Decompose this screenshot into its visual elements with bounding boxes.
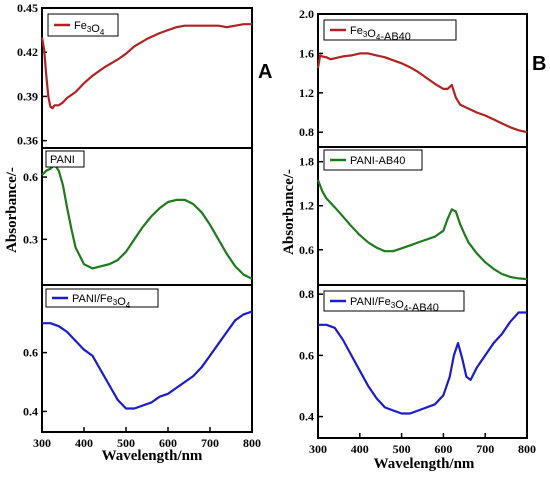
legend: PANI-AB40 bbox=[323, 149, 423, 171]
y-tick-label: 0.4 bbox=[23, 404, 38, 418]
x-axis-label-a: Wavelength/nm bbox=[102, 448, 203, 464]
y-tick-label: 1.6 bbox=[299, 46, 314, 60]
x-tick-label: 300 bbox=[309, 442, 327, 456]
legend-label: PANI/Fe3O4 bbox=[72, 293, 131, 310]
legend-box bbox=[47, 13, 119, 37]
y-tick-label: 0.42 bbox=[17, 45, 38, 59]
x-tick-label: 800 bbox=[243, 436, 261, 450]
legend: PANI/Fe3O4-AB40 bbox=[323, 290, 465, 314]
series-line bbox=[316, 179, 528, 281]
y-tick-label: 0.39 bbox=[17, 89, 38, 103]
y-tick-label: 0.45 bbox=[17, 1, 38, 15]
legend-label: PANI bbox=[50, 154, 75, 166]
y-axis-label-a: Absorbance/- bbox=[4, 167, 20, 253]
y-tick-label: 1.2 bbox=[299, 86, 314, 100]
legend-label: PANI-AB40 bbox=[350, 155, 405, 167]
x-tick-label: 700 bbox=[476, 442, 494, 456]
y-tick-label: 2.0 bbox=[299, 7, 314, 21]
series-line bbox=[318, 311, 527, 415]
legend: Fe3O4-AB40 bbox=[323, 19, 457, 43]
plot-frame bbox=[317, 284, 528, 439]
legend: Fe3O4 bbox=[47, 13, 119, 37]
subplot-b-3: 0.4 0.6 0.8 300 400 500 600 700 800 PANI/Fe3O4-AB… bbox=[299, 284, 536, 456]
x-tick-label: 600 bbox=[434, 442, 452, 456]
plot-frame bbox=[41, 147, 253, 286]
x-tick-label: 300 bbox=[33, 436, 51, 450]
x-axis-label-b: Wavelength/nm bbox=[374, 456, 475, 472]
legend-label: Fe3O4 bbox=[74, 20, 105, 37]
legend-label: PANI/Fe3O4-AB40 bbox=[350, 296, 439, 314]
legend: PANI/Fe3O4 bbox=[45, 288, 159, 310]
x-tick-label: 800 bbox=[518, 442, 536, 456]
y-tick-label: 0.36 bbox=[17, 134, 38, 148]
legend-box bbox=[323, 149, 423, 171]
series-line bbox=[316, 52, 528, 134]
subplot-a-1: 0.36 0.39 0.42 0.45 Fe3O4 bbox=[17, 1, 253, 149]
y-axis-label-b: Absorbance/- bbox=[281, 169, 297, 255]
x-tick-label: 400 bbox=[351, 442, 369, 456]
y-tick-label: 0.6 bbox=[23, 170, 38, 184]
x-tick-label: 500 bbox=[393, 442, 411, 456]
x-tick-label: 400 bbox=[75, 436, 93, 450]
legend-box bbox=[45, 288, 159, 308]
legend-box bbox=[45, 150, 85, 168]
subplot-a-2: 0.3 0.6 PANI bbox=[23, 147, 253, 286]
x-tick-label: 600 bbox=[159, 436, 177, 450]
series-line bbox=[41, 163, 253, 280]
x-tick-label: 700 bbox=[201, 436, 219, 450]
series-line bbox=[40, 23, 252, 110]
plot-frame bbox=[41, 284, 253, 433]
y-tick-label: 0.8 bbox=[299, 287, 314, 301]
panel-label-b: B bbox=[532, 53, 546, 75]
x-tick-label: 500 bbox=[117, 436, 135, 450]
y-tick-label: 0.3 bbox=[23, 232, 38, 246]
legend-box bbox=[323, 19, 457, 41]
legend: PANI bbox=[45, 150, 85, 168]
y-tick-label: 0.4 bbox=[299, 410, 314, 424]
y-tick-label: 1.2 bbox=[299, 199, 314, 213]
y-tick-label: 0.8 bbox=[299, 125, 314, 139]
series-line bbox=[42, 310, 253, 410]
subplot-a-3: 0.4 0.6 300 400 500 600 700 800 PANI/Fe3O4 bbox=[23, 284, 261, 450]
y-tick-label: 1.8 bbox=[299, 155, 314, 169]
subplot-b-1: 0.8 1.2 1.6 2.0 Fe3O4-AB40 bbox=[299, 7, 528, 148]
panel-label-a: A bbox=[258, 61, 272, 83]
legend-label: Fe3O4-AB40 bbox=[350, 25, 411, 43]
y-tick-label: 0.6 bbox=[23, 346, 38, 360]
y-tick-label: 0.6 bbox=[299, 348, 314, 362]
subplot-b-2: 0.6 1.2 1.8 PANI-AB40 bbox=[299, 146, 528, 286]
y-tick-label: 0.6 bbox=[299, 243, 314, 257]
legend-box bbox=[323, 290, 465, 312]
